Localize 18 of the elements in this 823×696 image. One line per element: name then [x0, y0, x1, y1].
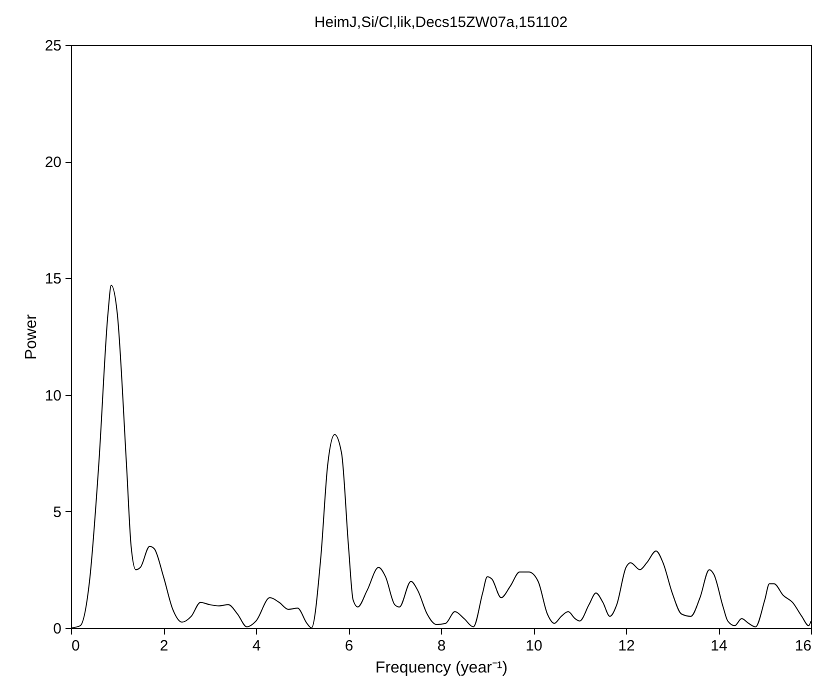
x-axis-title: Frequency (year⁻¹)	[375, 660, 508, 676]
chart-title: HeimJ,Si/Cl,lik,Decs15ZW07a,151102	[314, 14, 568, 31]
y-tick-label: 25	[44, 38, 62, 54]
y-tick-label: 10	[44, 387, 62, 404]
y-tick-label: 20	[44, 154, 62, 172]
x-tick-label: 16	[794, 638, 812, 654]
x-tick-label: 4	[252, 638, 261, 654]
x-tick-label: 6	[344, 638, 354, 654]
x-tick-label: 2	[160, 638, 168, 654]
x-tick-label: 14	[710, 638, 728, 654]
y-axis-title: Power	[22, 314, 40, 360]
y-tick-label: 5	[53, 504, 62, 521]
y-tick-label: 0	[53, 620, 62, 638]
x-tick-label: 12	[618, 638, 635, 654]
y-tick-label: 15	[44, 270, 62, 288]
x-tick-label: 10	[526, 638, 542, 654]
x-tick-label: 8	[437, 638, 446, 654]
x-tick-label: 0	[72, 638, 80, 654]
